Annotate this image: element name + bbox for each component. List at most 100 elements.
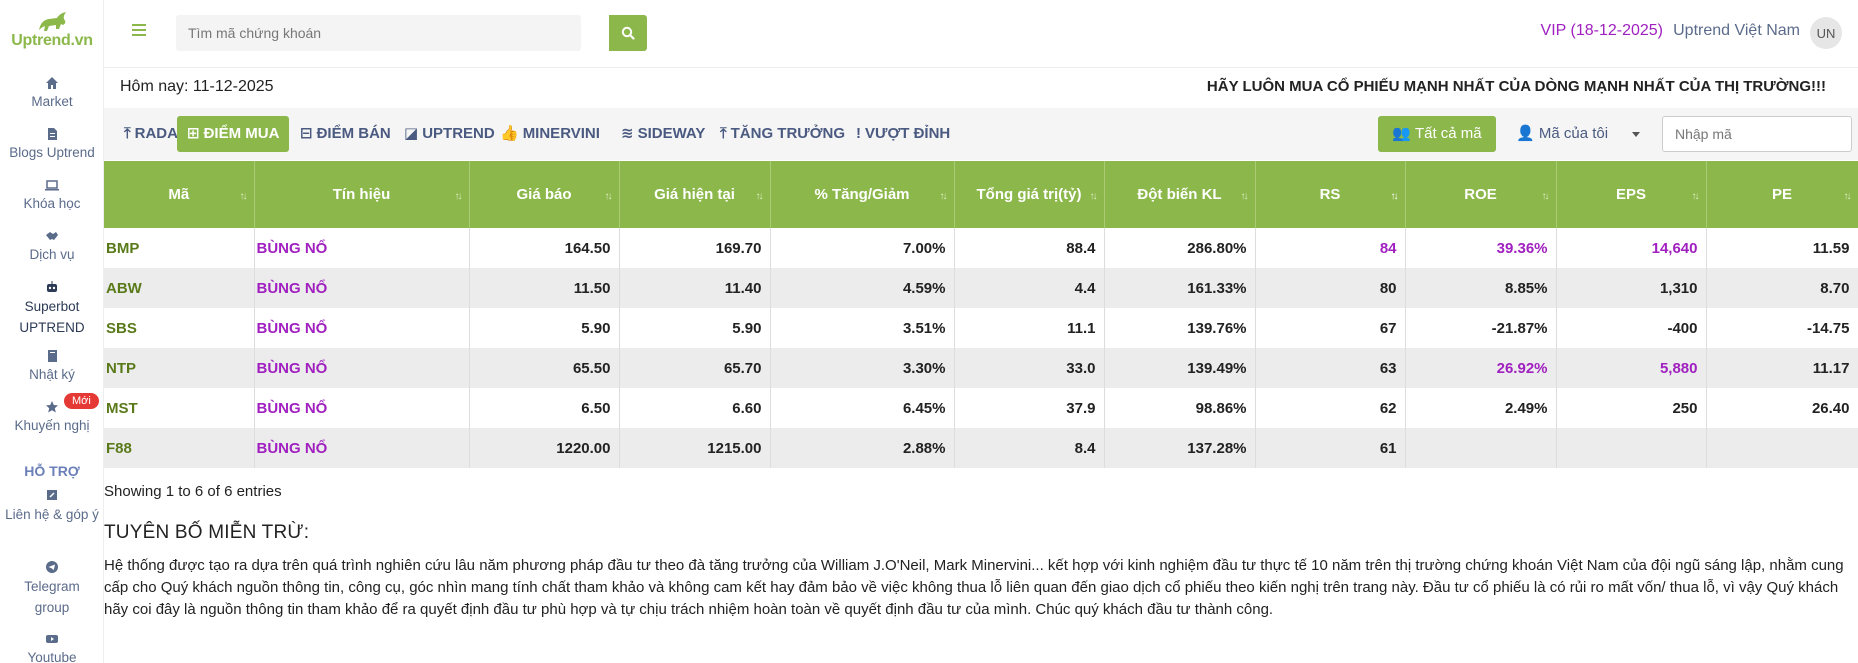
cell-gia-bao: 6.50 — [469, 388, 620, 428]
laptop-icon — [45, 180, 59, 191]
col-gia-bao[interactable]: Giá báo ↑↓ — [469, 161, 620, 228]
sort-icon: ↑↓ — [1843, 191, 1852, 202]
cell-eps: 250 — [1556, 388, 1707, 428]
sidebar-item-blogs[interactable]: Blogs Uptrend — [0, 127, 103, 163]
cell-symbol[interactable]: F88 — [104, 428, 255, 468]
menu-toggle-icon[interactable] — [132, 24, 146, 39]
disclaimer-text: Hệ thống được tạo ra dựa trên quá trình … — [104, 557, 1844, 618]
cell-signal: BÙNG NỔ — [254, 428, 470, 468]
col-ma[interactable]: Mã ↑↓ — [104, 161, 255, 228]
cell-tong-gia-tri: 4.4 — [954, 268, 1105, 308]
cell-eps: 1,310 — [1556, 268, 1707, 308]
telegram-icon — [46, 561, 58, 573]
tab-vuot-dinh[interactable]: ! VƯỢT ĐỈNH — [846, 116, 960, 152]
user-name[interactable]: Uptrend Việt Nam — [1673, 22, 1800, 39]
cell-symbol[interactable]: SBS — [104, 308, 255, 348]
cell-symbol[interactable]: NTP — [104, 348, 255, 388]
col-pe[interactable]: PE ↑↓ — [1706, 161, 1858, 228]
sidebar-item-label: Telegram group — [24, 579, 80, 615]
tab-label: MINERVINI — [522, 125, 600, 142]
col-tong-gia-tri[interactable]: Tổng giá trị(tỷ) ↑↓ — [954, 161, 1105, 228]
sort-icon: ↑↓ — [239, 191, 248, 202]
tab-minervini[interactable]: 👍 MINERVINI — [490, 116, 610, 152]
cell-roe: 39.36% — [1405, 228, 1557, 268]
sidebar-item-contact[interactable]: Liên hệ & góp ý — [0, 488, 103, 525]
bull-logo-icon — [39, 12, 66, 31]
logo-text: Uptrend.vn — [11, 32, 93, 49]
logo[interactable]: Uptrend.vn — [0, 10, 103, 50]
cell-symbol[interactable]: ABW — [104, 268, 255, 308]
chevron-down-icon[interactable] — [1632, 132, 1640, 137]
sidebar-item-youtube[interactable]: Youtube — [0, 632, 103, 663]
sort-icon: ↑↓ — [604, 191, 613, 202]
cell-gia-bao: 11.50 — [469, 268, 620, 308]
col-gia-hien-tai[interactable]: Giá hiện tại ↑↓ — [619, 161, 771, 228]
table-row[interactable]: NTP BÙNG NỔ 65.50 65.70 3.30% 33.0 139.4… — [104, 348, 1858, 388]
code-input[interactable] — [1662, 116, 1852, 152]
tab-label: SIDEWAY — [637, 125, 706, 142]
cell-gia-bao: 1220.00 — [469, 428, 620, 468]
col-roe[interactable]: ROE ↑↓ — [1405, 161, 1557, 228]
cell-rs: 80 — [1255, 268, 1406, 308]
cell-tang-giam: 3.30% — [770, 348, 955, 388]
cell-tang-giam: 6.45% — [770, 388, 955, 428]
tab-tang-truong[interactable]: ⤒ TĂNG TRƯỞNG — [710, 116, 855, 152]
table-row[interactable]: F88 BÙNG NỔ 1220.00 1215.00 2.88% 8.4 13… — [104, 428, 1858, 468]
table-row[interactable]: SBS BÙNG NỔ 5.90 5.90 3.51% 11.1 139.76%… — [104, 308, 1858, 348]
tab-sideway[interactable]: ≋ SIDEWAY — [611, 116, 715, 152]
tab-label: VƯỢT ĐỈNH — [865, 125, 951, 142]
col-tin-hieu[interactable]: Tín hiệu ↑↓ — [254, 161, 470, 228]
col-label: PE — [1771, 186, 1792, 203]
youtube-icon — [46, 635, 58, 643]
home-icon — [46, 77, 58, 89]
table-row[interactable]: BMP BÙNG NỔ 164.50 169.70 7.00% 88.4 286… — [104, 228, 1858, 268]
col-tang-giam[interactable]: % Tăng/Giảm ↑↓ — [770, 161, 955, 228]
book-icon — [48, 350, 57, 362]
sort-desc-icon: ↑↓ — [1390, 191, 1399, 202]
sidebar-item-courses[interactable]: Khóa học — [0, 178, 103, 214]
sidebar-item-market[interactable]: Market — [0, 76, 103, 112]
tab-diem-mua[interactable]: ⊞ ĐIỂM MUA — [177, 116, 290, 152]
cell-eps: -400 — [1556, 308, 1707, 348]
cell-pe: 26.40 — [1706, 388, 1858, 428]
sidebar-item-services[interactable]: Dịch vụ — [0, 229, 103, 265]
sort-icon: ↑↓ — [1089, 191, 1098, 202]
search-button[interactable] — [609, 15, 647, 51]
cell-dot-bien-kl: 161.33% — [1104, 268, 1256, 308]
all-codes-button[interactable]: 👥 Tất cả mã — [1378, 116, 1496, 152]
cell-symbol[interactable]: BMP — [104, 228, 255, 268]
tab-radar[interactable]: ⤒ RADAR — [114, 116, 199, 152]
sort-icon: ↑↓ — [1541, 191, 1550, 202]
vip-status[interactable]: VIP (18-12-2025) — [1540, 22, 1663, 39]
sidebar-item-journal[interactable]: Nhật ký — [0, 349, 103, 385]
sort-icon: ↑↓ — [1691, 191, 1700, 202]
cell-roe: 26.92% — [1405, 348, 1557, 388]
arrow-up-icon: ⤒ — [720, 125, 727, 142]
cell-signal: BÙNG NỔ — [254, 228, 470, 268]
new-badge: Mới — [64, 393, 99, 409]
col-eps[interactable]: EPS ↑↓ — [1556, 161, 1707, 228]
tab-label: TĂNG TRƯỞNG — [730, 125, 846, 142]
cell-symbol[interactable]: MST — [104, 388, 255, 428]
table-row[interactable]: ABW BÙNG NỔ 11.50 11.40 4.59% 4.4 161.33… — [104, 268, 1858, 308]
cell-pe — [1706, 428, 1858, 468]
cell-dot-bien-kl: 139.76% — [1104, 308, 1256, 348]
cell-signal: BÙNG NỔ — [254, 348, 470, 388]
table-row[interactable]: MST BÙNG NỔ 6.50 6.60 6.45% 37.9 98.86% … — [104, 388, 1858, 428]
search-input[interactable] — [176, 15, 541, 51]
col-label: EPS — [1615, 186, 1646, 203]
my-codes-dropdown[interactable]: 👤 Mã của tôi — [1516, 116, 1608, 152]
col-label: ROE — [1464, 186, 1497, 203]
cell-rs: 63 — [1255, 348, 1406, 388]
sidebar-item-recommendations[interactable]: Khuyến nghị — [0, 400, 103, 436]
sidebar-item-superbot[interactable]: Superbot UPTREND — [0, 280, 103, 338]
tab-uptrend[interactable]: ◪ UPTREND — [394, 116, 505, 152]
sidebar-item-telegram[interactable]: Telegram group — [0, 560, 103, 618]
sidebar-item-label: Dịch vụ — [29, 247, 75, 262]
tab-diem-ban[interactable]: ⊟ ĐIỂM BÁN — [290, 116, 401, 152]
cell-rs: 61 — [1255, 428, 1406, 468]
col-dot-bien-kl[interactable]: Đột biến KL ↑↓ — [1104, 161, 1256, 228]
col-rs[interactable]: RS ↑↓ — [1255, 161, 1406, 228]
avatar[interactable]: UN — [1810, 17, 1842, 49]
cell-rs: 62 — [1255, 388, 1406, 428]
